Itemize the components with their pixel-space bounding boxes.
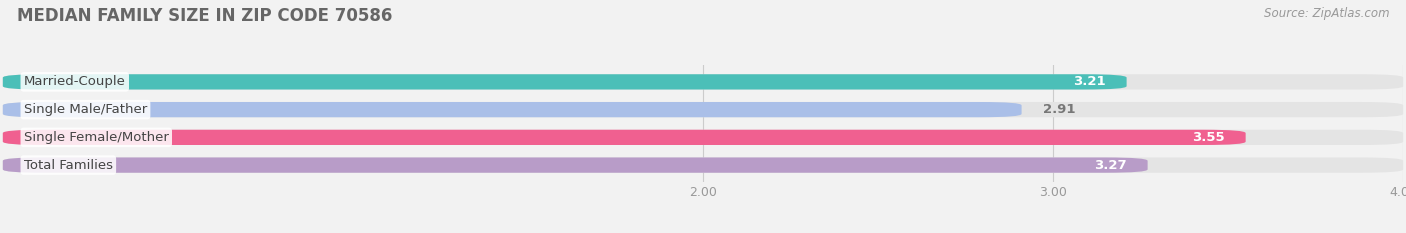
Text: 3.21: 3.21 — [1073, 75, 1105, 88]
Text: MEDIAN FAMILY SIZE IN ZIP CODE 70586: MEDIAN FAMILY SIZE IN ZIP CODE 70586 — [17, 7, 392, 25]
Text: 3.27: 3.27 — [1094, 159, 1126, 171]
FancyBboxPatch shape — [3, 74, 1126, 89]
Text: Single Male/Father: Single Male/Father — [24, 103, 148, 116]
Text: Source: ZipAtlas.com: Source: ZipAtlas.com — [1264, 7, 1389, 20]
Text: Total Families: Total Families — [24, 159, 112, 171]
Text: 2.91: 2.91 — [1043, 103, 1076, 116]
FancyBboxPatch shape — [3, 130, 1403, 145]
FancyBboxPatch shape — [3, 102, 1403, 117]
Text: Single Female/Mother: Single Female/Mother — [24, 131, 169, 144]
Text: 3.55: 3.55 — [1192, 131, 1225, 144]
FancyBboxPatch shape — [3, 74, 1403, 89]
FancyBboxPatch shape — [3, 130, 1246, 145]
Text: Married-Couple: Married-Couple — [24, 75, 125, 88]
FancyBboxPatch shape — [3, 158, 1403, 173]
FancyBboxPatch shape — [3, 158, 1147, 173]
FancyBboxPatch shape — [3, 102, 1022, 117]
